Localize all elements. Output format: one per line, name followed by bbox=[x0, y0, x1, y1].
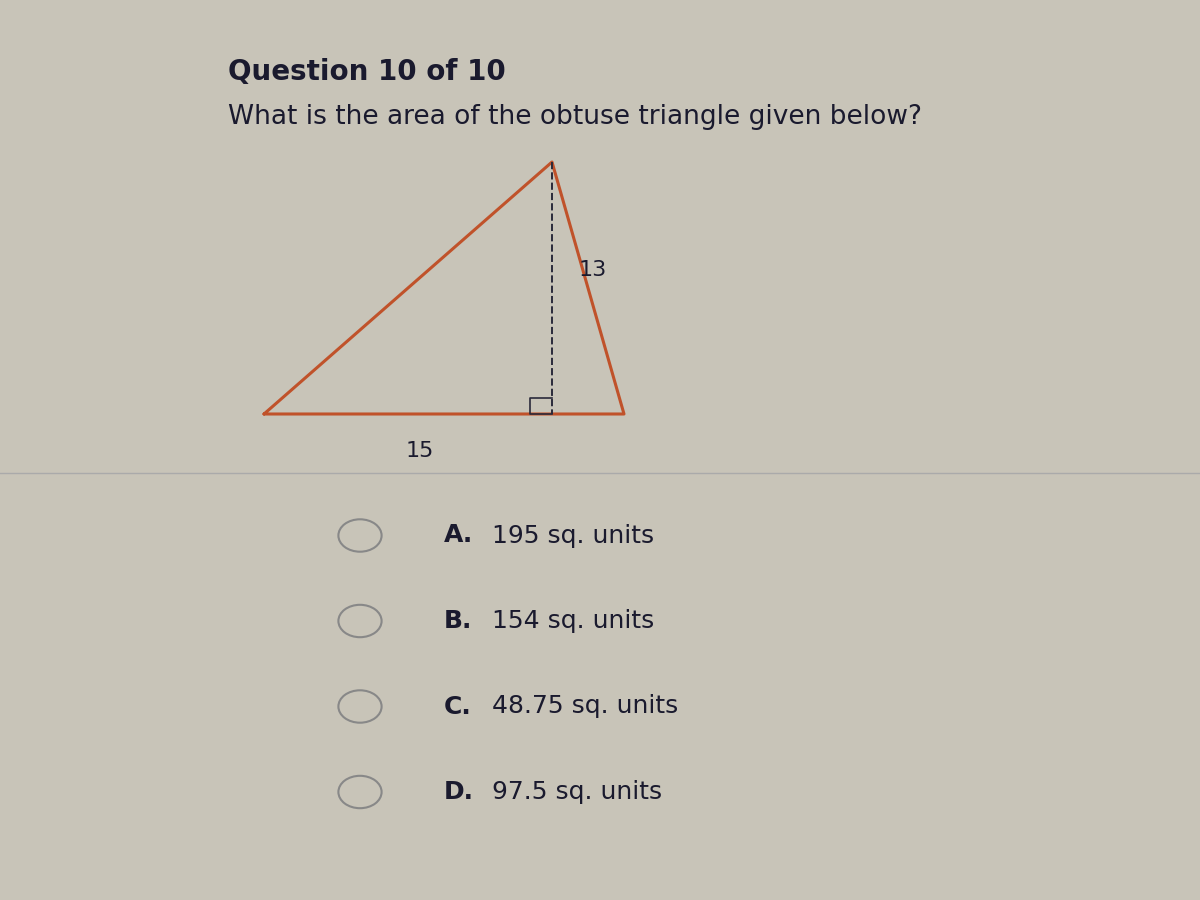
Text: 13: 13 bbox=[578, 260, 607, 280]
Text: D.: D. bbox=[444, 780, 474, 804]
Text: 154 sq. units: 154 sq. units bbox=[492, 609, 654, 633]
Text: 48.75 sq. units: 48.75 sq. units bbox=[492, 695, 678, 718]
Text: Question 10 of 10: Question 10 of 10 bbox=[228, 58, 505, 86]
Text: 195 sq. units: 195 sq. units bbox=[492, 524, 654, 547]
Text: B.: B. bbox=[444, 609, 473, 633]
Text: What is the area of the obtuse triangle given below?: What is the area of the obtuse triangle … bbox=[228, 104, 922, 130]
Text: 15: 15 bbox=[406, 441, 434, 461]
Text: A.: A. bbox=[444, 524, 473, 547]
Text: 97.5 sq. units: 97.5 sq. units bbox=[492, 780, 662, 804]
Text: C.: C. bbox=[444, 695, 472, 718]
